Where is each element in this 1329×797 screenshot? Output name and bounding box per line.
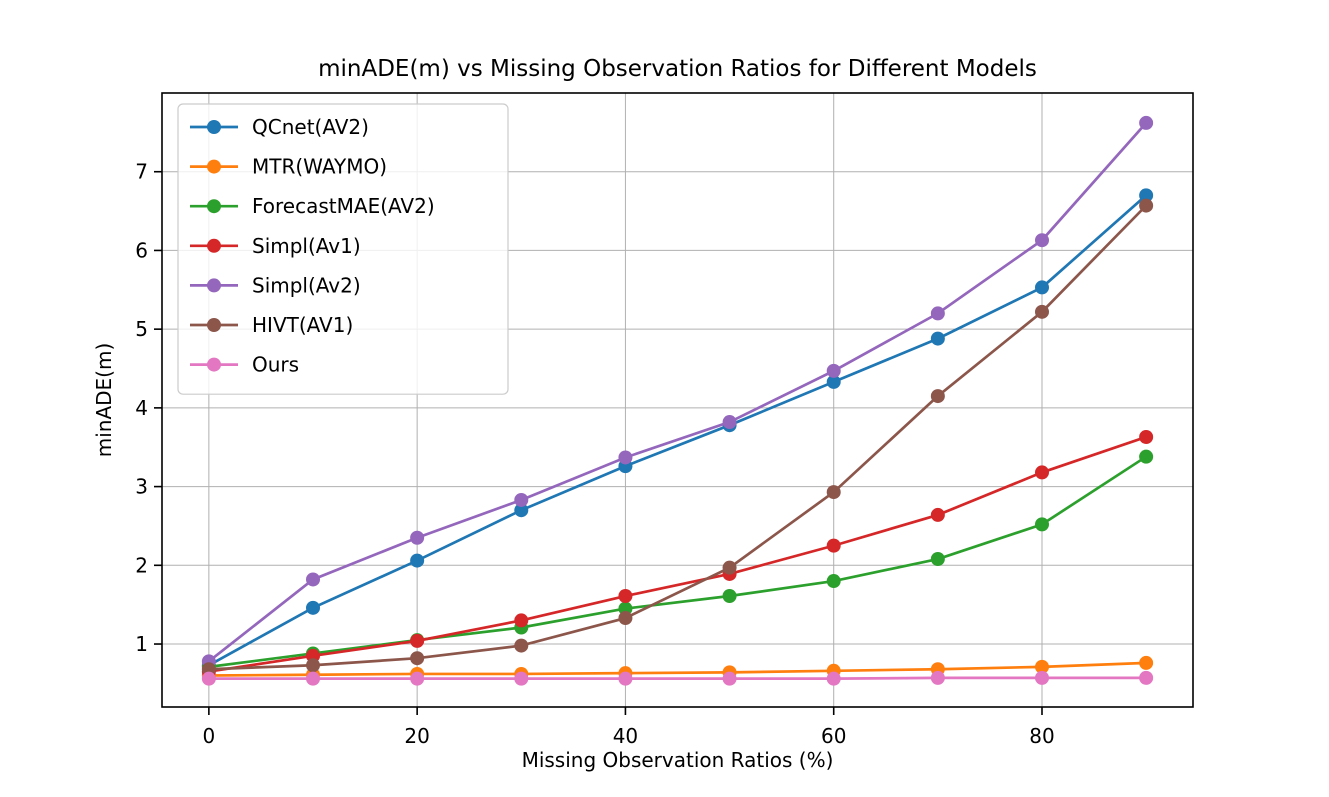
series-marker-QCnet(AV2) <box>514 503 529 518</box>
series-marker-Ours <box>201 671 216 686</box>
series-line-QCnet(AV2) <box>207 193 1148 667</box>
series-marker-Simpl(Av1) <box>410 633 425 648</box>
series-marker-Simpl(Av2) <box>722 415 737 430</box>
legend-item-label: Simpl(Av1) <box>252 234 361 258</box>
series-marker-Simpl(Av1) <box>826 538 841 553</box>
x-tick-label: 40 <box>613 724 638 748</box>
legend-item-label: Ours <box>252 353 299 377</box>
series-marker-ForecastMAE(AV2) <box>1034 517 1049 532</box>
series-marker-MTR(WAYMO) <box>1034 659 1049 674</box>
x-axis-label: Missing Observation Ratios (%) <box>521 748 834 772</box>
series-marker-Ours <box>826 671 841 686</box>
series-line-Simpl(Av1) <box>207 435 1148 673</box>
y-tick-label: 3 <box>135 475 148 499</box>
series-marker-Ours <box>618 671 633 686</box>
series-marker-ForecastMAE(AV2) <box>722 589 737 604</box>
series-marker-HIVT(AV1) <box>826 485 841 500</box>
y-tick-label: 7 <box>135 160 148 184</box>
series-line-Ours <box>207 676 1148 681</box>
y-tick-label: 4 <box>135 396 148 420</box>
x-tick-label: 20 <box>404 724 429 748</box>
x-tick-label: 80 <box>1029 724 1054 748</box>
legend-item-label: QCnet(AV2) <box>252 115 369 139</box>
series-marker-Simpl(Av2) <box>514 492 529 507</box>
series-marker-Simpl(Av2) <box>930 306 945 321</box>
series-marker-Ours <box>1139 670 1154 685</box>
legend-item-label: Simpl(Av2) <box>252 273 361 297</box>
y-tick-label: 6 <box>135 238 148 262</box>
legend-sample-marker <box>207 199 221 214</box>
series-marker-Simpl(Av2) <box>1034 233 1049 248</box>
x-tick-label: 60 <box>821 724 846 748</box>
series-marker-Simpl(Av2) <box>826 363 841 378</box>
series-marker-QCnet(AV2) <box>826 374 841 389</box>
series-line-MTR(WAYMO) <box>207 661 1148 677</box>
y-axis-label-text: minADE(m) <box>92 342 116 458</box>
series-line-HIVT(AV1) <box>207 204 1148 671</box>
legend-item-label: MTR(WAYMO) <box>252 155 387 179</box>
series-marker-HIVT(AV1) <box>1034 304 1049 319</box>
legend-sample-marker <box>207 238 221 253</box>
axes-box <box>161 92 1194 708</box>
series-marker-QCnet(AV2) <box>930 331 945 346</box>
series-marker-HIVT(AV1) <box>1139 198 1154 213</box>
series-marker-Simpl(Av2) <box>410 530 425 545</box>
series-line-Simpl(Av2) <box>207 121 1148 663</box>
series-marker-Simpl(Av1) <box>514 613 529 628</box>
series-marker-Simpl(Av1) <box>1034 465 1049 480</box>
series-marker-HIVT(AV1) <box>306 658 321 673</box>
series-line-ForecastMAE(AV2) <box>207 455 1148 669</box>
series-marker-ForecastMAE(AV2) <box>826 574 841 589</box>
legend-item-label: HIVT(AV1) <box>252 313 353 337</box>
legend-sample-marker <box>207 159 221 174</box>
legend-sample-marker <box>207 357 221 372</box>
y-tick-label: 2 <box>135 553 148 577</box>
series-marker-QCnet(AV2) <box>306 600 321 615</box>
series-marker-Simpl(Av2) <box>1139 115 1154 130</box>
series-marker-QCnet(AV2) <box>1034 280 1049 295</box>
series-marker-HIVT(AV1) <box>514 638 529 653</box>
x-tick-label: 0 <box>202 724 215 748</box>
series-marker-Simpl(Av1) <box>618 589 633 604</box>
series-marker-HIVT(AV1) <box>930 389 945 404</box>
series-marker-HIVT(AV1) <box>618 611 633 626</box>
series-marker-Simpl(Av2) <box>618 450 633 465</box>
series-marker-Ours <box>306 671 321 686</box>
series-marker-QCnet(AV2) <box>1139 188 1154 203</box>
series-marker-Ours <box>1034 670 1049 685</box>
chart-title: minADE(m) vs Missing Observation Ratios … <box>318 56 1037 82</box>
series-marker-Ours <box>514 671 529 686</box>
legend-item-label: ForecastMAE(AV2) <box>252 194 435 218</box>
series-marker-MTR(WAYMO) <box>1139 655 1154 670</box>
series-marker-Ours <box>410 671 425 686</box>
series-marker-Simpl(Av1) <box>1139 429 1154 444</box>
series-marker-HIVT(AV1) <box>722 560 737 575</box>
series-marker-QCnet(AV2) <box>410 553 425 568</box>
series-marker-Ours <box>930 670 945 685</box>
legend-sample-marker <box>207 120 221 134</box>
y-tick-label: 1 <box>135 632 148 656</box>
y-tick-label: 5 <box>135 317 148 341</box>
series-marker-HIVT(AV1) <box>410 651 425 666</box>
series-marker-ForecastMAE(AV2) <box>1139 449 1154 464</box>
series-marker-ForecastMAE(AV2) <box>930 552 945 567</box>
legend-sample-marker <box>207 318 221 332</box>
series-marker-Simpl(Av1) <box>930 507 945 522</box>
legend-box <box>177 103 509 395</box>
series-marker-Ours <box>722 671 737 686</box>
series-marker-Simpl(Av2) <box>306 572 321 587</box>
legend-sample-marker <box>207 278 221 293</box>
